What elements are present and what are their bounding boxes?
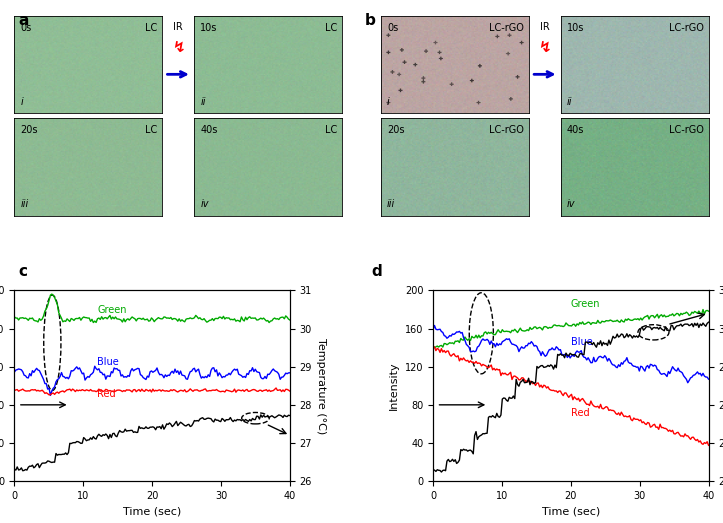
Text: Blue: Blue bbox=[571, 337, 593, 347]
Text: Blue: Blue bbox=[97, 357, 119, 367]
Text: c: c bbox=[18, 264, 27, 279]
Text: iii: iii bbox=[387, 199, 395, 209]
Text: LC: LC bbox=[325, 125, 338, 135]
Text: a: a bbox=[18, 13, 28, 28]
Text: 20s: 20s bbox=[20, 125, 38, 135]
Text: LC-rGO: LC-rGO bbox=[669, 22, 704, 32]
Text: 0s: 0s bbox=[20, 22, 32, 32]
Text: 20s: 20s bbox=[387, 125, 405, 135]
Text: LC-rGO: LC-rGO bbox=[669, 125, 704, 135]
Text: iv: iv bbox=[200, 199, 209, 209]
Text: IR: IR bbox=[540, 22, 549, 32]
Text: ↯: ↯ bbox=[172, 39, 184, 54]
Text: LC-rGO: LC-rGO bbox=[489, 125, 524, 135]
Text: 10s: 10s bbox=[200, 22, 218, 32]
Text: LC-rGO: LC-rGO bbox=[489, 22, 524, 32]
Text: LC: LC bbox=[145, 125, 158, 135]
X-axis label: Time (sec): Time (sec) bbox=[123, 506, 181, 516]
Text: 40s: 40s bbox=[567, 125, 584, 135]
Text: ii: ii bbox=[200, 97, 206, 107]
Text: ii: ii bbox=[567, 97, 573, 107]
Text: LC: LC bbox=[145, 22, 158, 32]
Text: i: i bbox=[20, 97, 23, 107]
Text: Green: Green bbox=[97, 305, 127, 315]
Text: d: d bbox=[371, 264, 382, 279]
Text: Green: Green bbox=[571, 299, 600, 309]
Text: 40s: 40s bbox=[200, 125, 218, 135]
Y-axis label: Temperature (°C): Temperature (°C) bbox=[316, 338, 326, 434]
Text: 10s: 10s bbox=[567, 22, 584, 32]
Text: b: b bbox=[365, 13, 376, 28]
Text: Red: Red bbox=[97, 389, 116, 399]
Text: iii: iii bbox=[20, 199, 29, 209]
Text: LC: LC bbox=[325, 22, 338, 32]
Text: Red: Red bbox=[571, 408, 589, 418]
Text: ↯: ↯ bbox=[539, 39, 551, 54]
X-axis label: Time (sec): Time (sec) bbox=[542, 506, 600, 516]
Text: 0s: 0s bbox=[387, 22, 398, 32]
Text: IR: IR bbox=[174, 22, 183, 32]
Y-axis label: Intensity: Intensity bbox=[389, 361, 399, 410]
Text: iv: iv bbox=[567, 199, 576, 209]
Text: i: i bbox=[387, 97, 390, 107]
